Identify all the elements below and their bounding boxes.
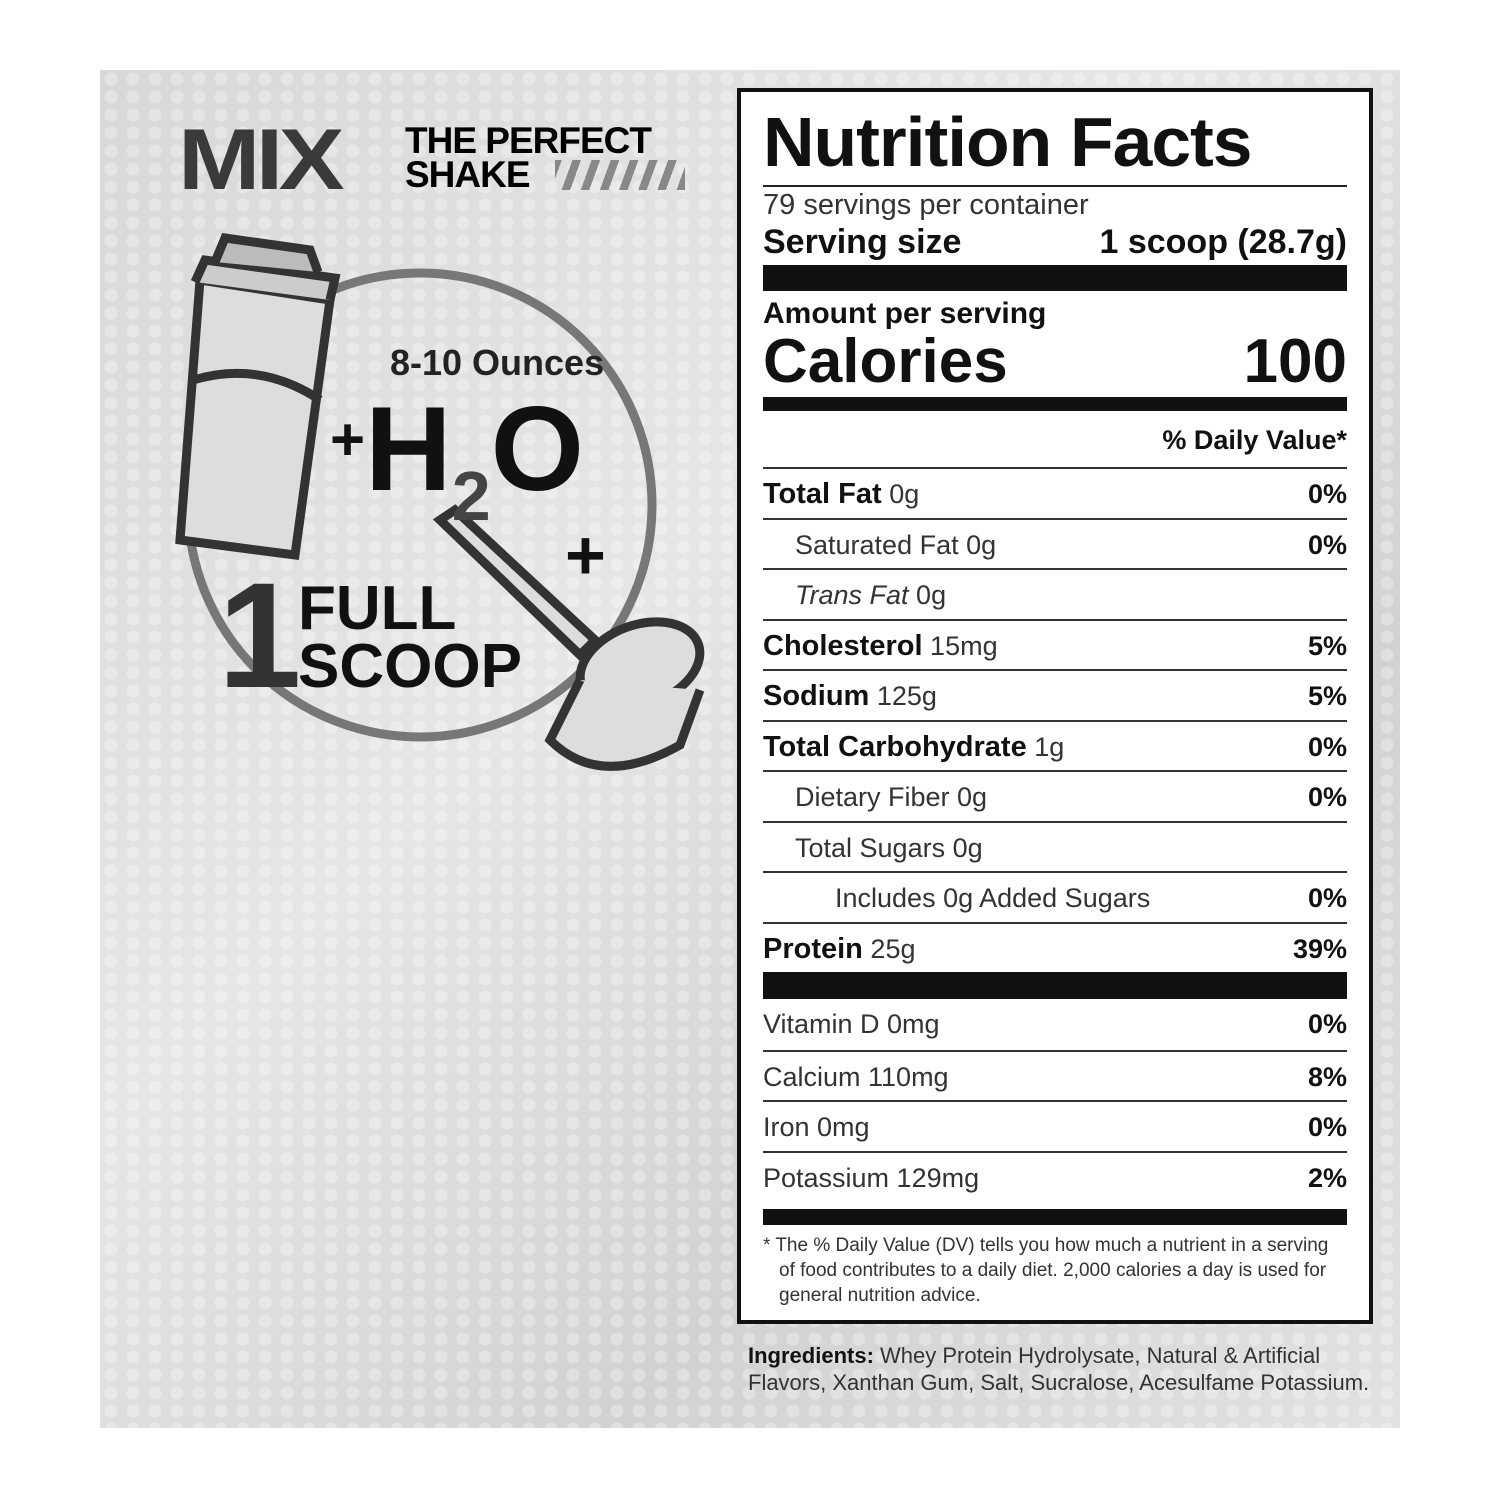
nutrient-name: Total Sugars 0g	[763, 823, 983, 872]
vitamin-row: Potassium 129mg 2%	[763, 1150, 1347, 1202]
o-letter: O	[490, 382, 584, 516]
calories-label: Calories	[763, 327, 1008, 396]
scoop-icon	[432, 504, 705, 771]
vitamin-daily-value: 2%	[1307, 1162, 1347, 1193]
nutrient-daily-value: 0%	[1307, 529, 1347, 560]
nutrient-amount: 0g	[916, 580, 947, 610]
subscript-two: 2	[451, 457, 491, 535]
nutrient-label: Dietary Fiber 0g	[795, 782, 988, 812]
vitamin-name: Vitamin D 0mg	[763, 1009, 940, 1039]
h2o-label: +H2O	[330, 380, 584, 556]
nutrient-amount: 1g	[1034, 731, 1065, 762]
full-text: FULL	[298, 574, 457, 643]
serving-size-label: Serving size	[763, 223, 962, 261]
nutrient-daily-value: 0%	[1307, 731, 1347, 762]
nutrient-row: Includes 0g Added Sugars 0%	[763, 871, 1347, 922]
nutrient-name: Sodium 125g	[763, 671, 937, 720]
nutrient-label: Saturated Fat 0g	[795, 529, 997, 560]
shaker-scoop-illustration	[175, 233, 705, 771]
nutrition-facts-panel: Nutrition Facts 79 servings per containe…	[737, 88, 1373, 1324]
nutrient-name: Total Fat 0g	[763, 469, 919, 518]
nutrient-daily-value: 5%	[1307, 681, 1347, 711]
nutrient-label: Protein	[763, 932, 863, 965]
thick-divider	[763, 972, 1347, 999]
footnote: * The % Daily Value (DV) tells you how m…	[763, 1235, 1329, 1306]
nutrient-amount: 125g	[876, 681, 937, 711]
vitamin-row: Vitamin D 0mg 0%	[763, 999, 1347, 1050]
nutrient-row: Total Sugars 0g	[763, 820, 1347, 872]
full-scoop-label: FULL SCOOP	[298, 574, 522, 701]
daily-value-header: % Daily Value*	[1162, 425, 1347, 455]
nutrient-row: Total Carbohydrate 1g 0%	[763, 719, 1347, 771]
vitamin-daily-value: 8%	[1307, 1061, 1347, 1092]
calories-value: 100	[1243, 327, 1347, 396]
plus-sign: +	[330, 406, 366, 473]
nutrient-name: Dietary Fiber 0g	[763, 772, 987, 821]
nutrient-row: Cholesterol 15mg 5%	[763, 618, 1347, 670]
h-letter: H	[365, 382, 452, 516]
vitamin-name: Potassium 129mg	[763, 1162, 980, 1193]
nutrient-label: Sodium	[763, 680, 870, 712]
nutrient-label: Includes 0g Added Sugars	[835, 883, 1151, 913]
tagline-line-1: THE PERFECT	[405, 120, 652, 161]
nutrient-name: Saturated Fat 0g	[763, 520, 996, 569]
vitamin-name: Iron 0mg	[763, 1112, 870, 1142]
ingredients-label: Ingredients:	[748, 1343, 874, 1368]
shaker-bottle-icon	[175, 233, 341, 561]
tagline: THE PERFECT SHAKE	[405, 120, 652, 195]
nutrient-label: Total Sugars 0g	[795, 832, 983, 863]
ounces-label: 8-10 Ounces	[390, 342, 605, 383]
ingredients: Ingredients: Whey Protein Hydrolysate, N…	[748, 1342, 1378, 1396]
thick-divider	[763, 1209, 1347, 1225]
nutrient-amount: 0g	[889, 479, 920, 509]
nutrient-row: Sodium 125g 5%	[763, 669, 1347, 720]
vitamin-daily-value: 0%	[1307, 1009, 1347, 1039]
amount-per-serving: Amount per serving	[763, 297, 1047, 330]
calories-row: Calories 100	[763, 331, 1347, 397]
nutrient-label: Total Carbohydrate	[763, 730, 1027, 763]
vitamin-name: Calcium 110mg	[763, 1061, 949, 1092]
nutrient-name: Cholesterol 15mg	[763, 621, 998, 670]
vitamin-row: Iron 0mg 0%	[763, 1100, 1347, 1151]
nutrient-amount: 15mg	[930, 630, 998, 661]
nutrient-name: Trans Fat 0g	[763, 570, 946, 619]
nutrient-label: Trans Fat	[795, 580, 909, 610]
nutrient-daily-value: 0%	[1307, 883, 1347, 913]
nutrient-row: Dietary Fiber 0g 0%	[763, 770, 1347, 821]
nutrient-name: Protein 25g	[763, 924, 915, 973]
plus-sign: +	[565, 516, 606, 594]
nutrient-name: Total Carbohydrate 1g	[763, 722, 1064, 771]
thick-divider	[763, 265, 1347, 291]
nutrient-label: Total Fat	[763, 478, 882, 510]
nutrient-daily-value: 0%	[1307, 479, 1347, 509]
ingredients-text: Whey Protein Hydrolysate, Natural & Arti…	[748, 1343, 1370, 1395]
nutrient-daily-value: 5%	[1307, 630, 1347, 661]
nutrient-row: Total Fat 0g 0%	[763, 467, 1347, 518]
nutrient-daily-value: 39%	[1292, 933, 1347, 964]
servings-per-container: 79 servings per container	[763, 189, 1089, 221]
serving-size-value: 1 scoop (28.7g)	[1099, 223, 1347, 261]
stripes-decoration	[555, 160, 685, 190]
mix-heading: MIX	[178, 112, 345, 208]
nutrition-title: Nutrition Facts	[763, 103, 1253, 181]
nutrient-row: Protein 25g 39%	[763, 921, 1347, 973]
nutrient-row: Trans Fat 0g	[763, 568, 1347, 619]
serving-size-row: Serving size 1 scoop (28.7g)	[763, 219, 1347, 265]
scoop-text: SCOOP	[298, 632, 522, 701]
thick-divider	[763, 397, 1347, 411]
vitamin-row: Calcium 110mg 8%	[763, 1049, 1347, 1101]
nutrient-name: Includes 0g Added Sugars	[763, 873, 1150, 922]
nutrient-amount: 25g	[870, 933, 916, 964]
nutrient-label: Cholesterol	[763, 629, 923, 662]
number-one: 1	[218, 551, 302, 719]
nutrient-daily-value: 0%	[1307, 782, 1347, 812]
nutrient-row: Saturated Fat 0g 0%	[763, 517, 1347, 569]
tagline-line-2: SHAKE	[405, 154, 531, 195]
vitamin-daily-value: 0%	[1307, 1112, 1347, 1142]
